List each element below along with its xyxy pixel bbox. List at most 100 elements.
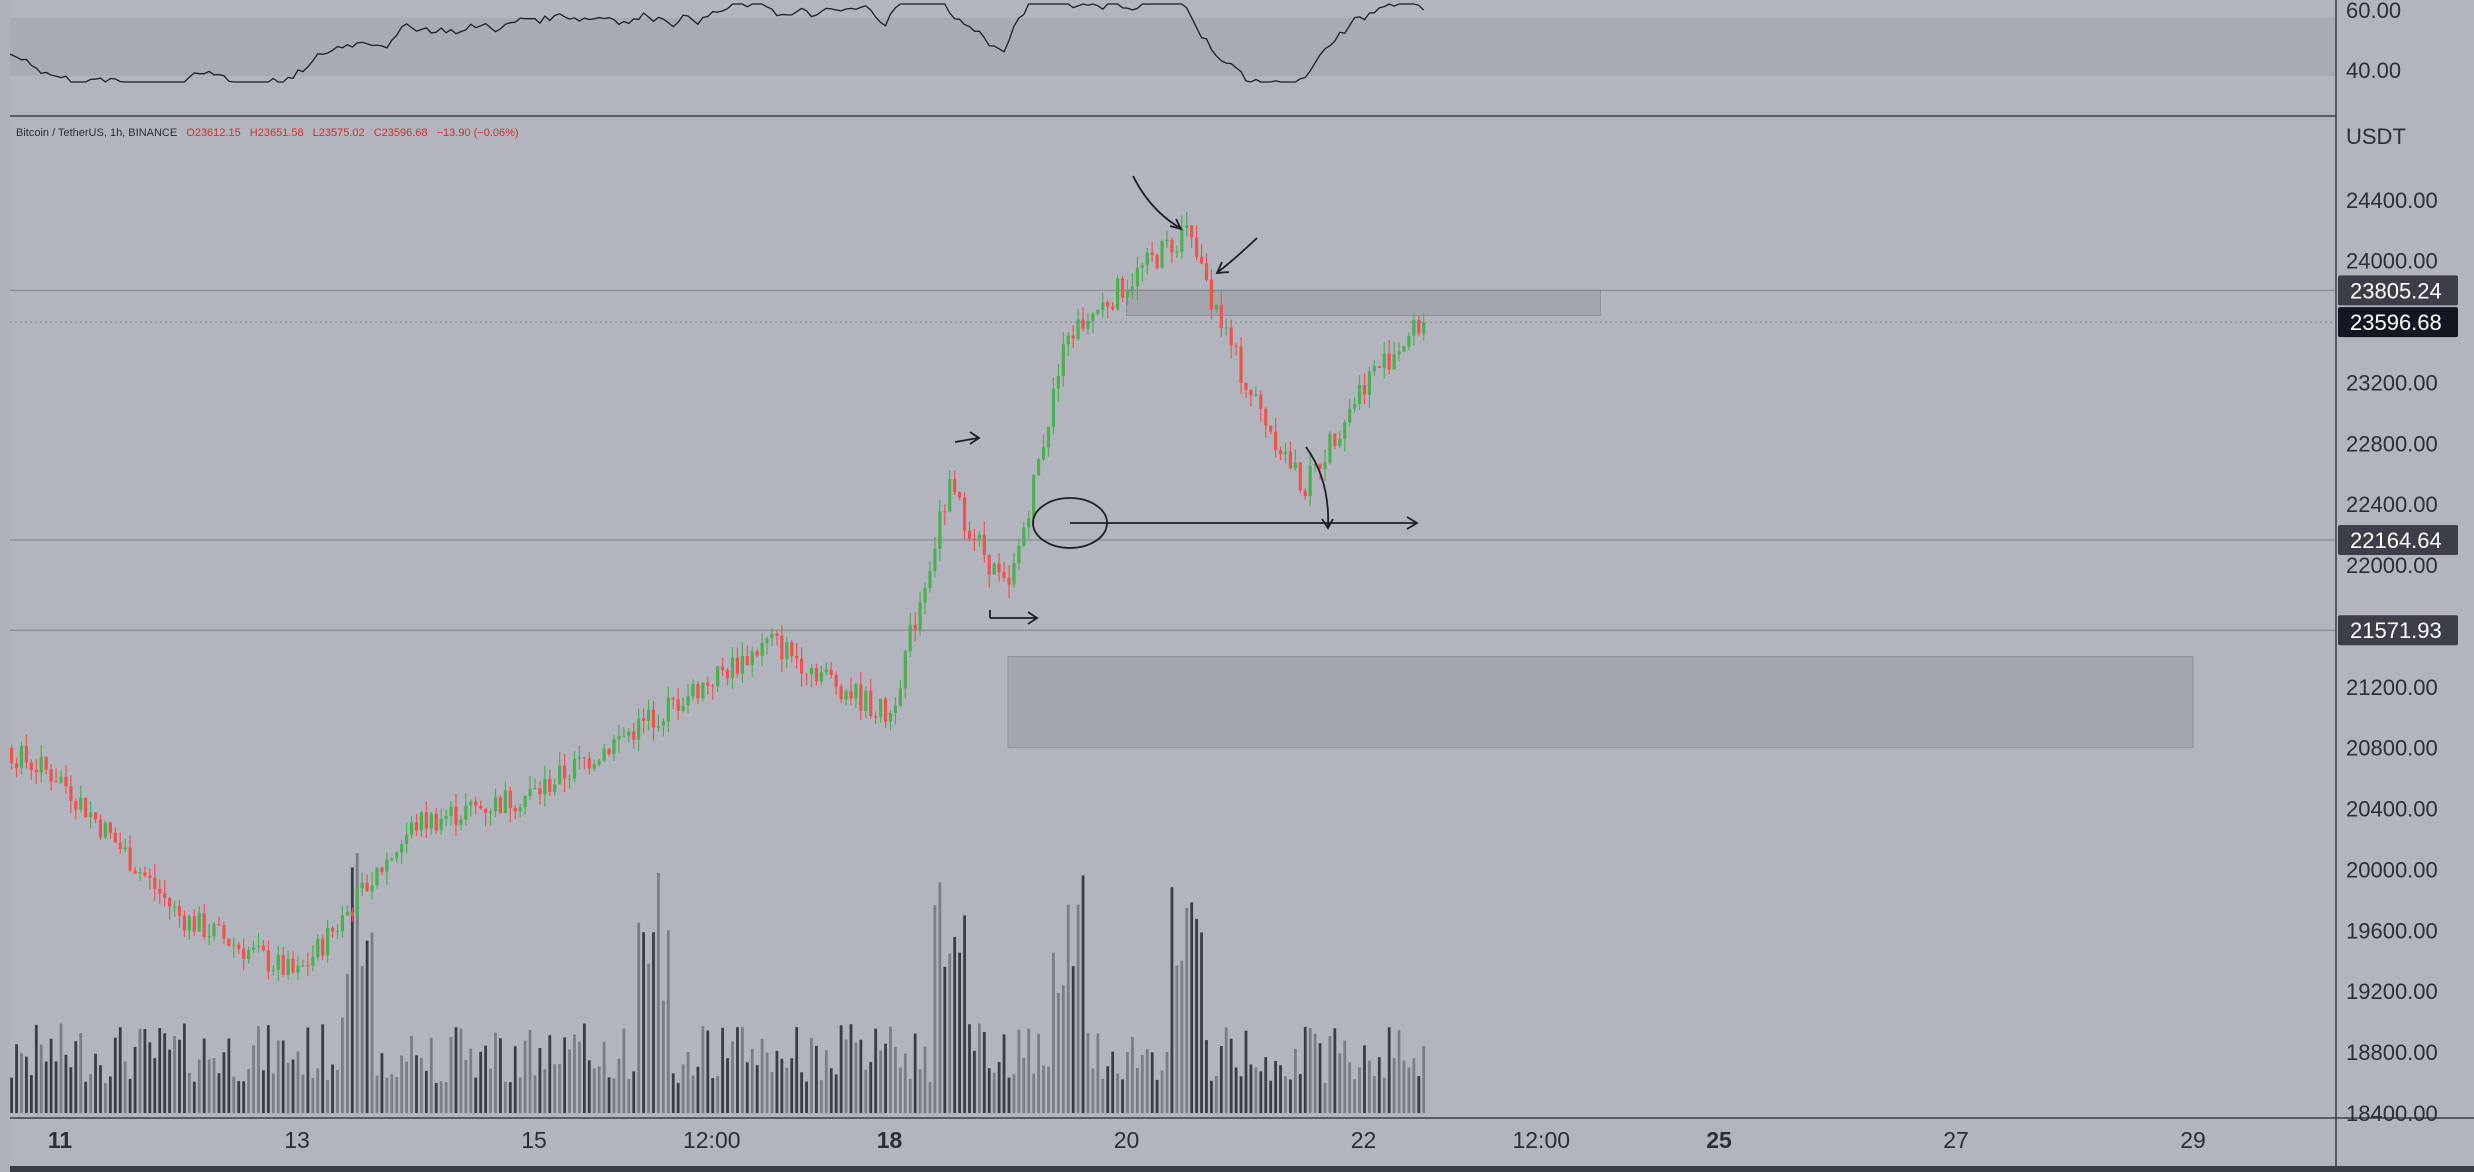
candle-body [563, 765, 567, 779]
volume-bar [1224, 1027, 1228, 1113]
volume-bar [1190, 902, 1194, 1113]
volume-bar [341, 1017, 344, 1113]
volume-bar [592, 1068, 596, 1113]
candle-body [316, 938, 320, 958]
volume-bar [163, 1033, 167, 1113]
candle-body [266, 950, 270, 972]
volume-bar [271, 1073, 275, 1113]
candle-body [1170, 239, 1174, 253]
time-axis[interactable]: 11 13 15 12:00 18 20 22 12:00 25 27 29 [48, 1127, 2206, 1153]
volume-bar [1219, 1046, 1223, 1113]
volume-bar [375, 1075, 379, 1113]
candle-body [330, 928, 335, 932]
volume-bar [291, 1059, 295, 1113]
time-tick-label: 18 [877, 1127, 903, 1153]
rsi-axis[interactable]: 60.00 40.00 [2346, 0, 2401, 83]
candle-body [271, 969, 275, 972]
candle-body [622, 735, 626, 737]
volume-bar [854, 1042, 858, 1113]
volume-bar [1195, 918, 1199, 1113]
volume-bar [350, 867, 354, 1113]
volume-bar [15, 1044, 18, 1113]
candle-body [948, 479, 952, 512]
volume-bar [622, 1028, 626, 1113]
volume-bar [528, 1030, 532, 1113]
volume-bar [1234, 1067, 1238, 1113]
volume-bar [212, 1057, 216, 1113]
candle-body [1180, 228, 1184, 252]
arrow-bounce-head [1321, 518, 1334, 530]
volume-bar [805, 1081, 808, 1113]
volume-bar [533, 1075, 537, 1113]
candle-body [1288, 451, 1293, 469]
volume-bar [750, 1048, 754, 1113]
candle-body [1377, 365, 1381, 368]
candle-body [1313, 464, 1317, 466]
candle-body [286, 958, 290, 976]
volume-bar [523, 1040, 527, 1113]
candle-body [1269, 425, 1273, 432]
candle-body [340, 915, 345, 932]
volume-bar [1274, 1060, 1278, 1113]
candle-body [207, 936, 211, 938]
volume-bar [118, 1027, 122, 1113]
volume-bar [1264, 1057, 1268, 1113]
candle-body [1199, 256, 1204, 264]
candle-body [1397, 351, 1401, 355]
candle-body [642, 718, 646, 721]
price-axis[interactable]: 24400.00 24000.00 23200.00 22800.00 22400.00… [2346, 188, 2438, 1126]
candle-body [513, 808, 517, 812]
candle-body [523, 795, 527, 808]
candle-body [829, 669, 833, 676]
volume-bar [276, 1040, 280, 1113]
candle-body [187, 916, 191, 931]
volume-bar [1298, 1074, 1302, 1113]
time-tick-label: 11 [48, 1127, 73, 1153]
volume-bar [543, 1069, 547, 1113]
candle-body [587, 758, 591, 769]
candle-body [488, 811, 493, 813]
volume-bar [518, 1077, 522, 1113]
candle-body [1111, 306, 1115, 310]
volume-bar [296, 1051, 300, 1113]
candle-body [627, 731, 631, 736]
volume-bar [1372, 1076, 1376, 1113]
volume-bar [469, 1048, 473, 1113]
volume-bar [1313, 1034, 1317, 1113]
candle-body [938, 511, 942, 549]
price-tick-label: 21200.00 [2346, 675, 2438, 700]
candle-body [1051, 388, 1056, 427]
candle-body [972, 538, 977, 540]
candle-body [790, 642, 794, 657]
volume-bar [1293, 1048, 1297, 1113]
candle-body [1041, 447, 1046, 460]
volume-bar [232, 1076, 236, 1113]
volume-bar [721, 1027, 725, 1113]
volume-bar [1135, 1068, 1139, 1113]
candle-body [493, 797, 498, 812]
time-tick-label: 29 [2180, 1127, 2206, 1153]
volume-bar [123, 1061, 127, 1113]
candle-body [1412, 319, 1416, 336]
volume-bar [652, 932, 655, 1113]
candle-body [1353, 403, 1357, 409]
volume-bar [1165, 1052, 1169, 1113]
candle-body [967, 530, 972, 539]
candle-body [1160, 241, 1164, 268]
price-tick-label: 20800.00 [2346, 736, 2438, 761]
volume-bar [819, 1080, 823, 1113]
candle-body [1392, 354, 1396, 370]
candle-body [212, 924, 216, 937]
volume-bar [1328, 1036, 1332, 1113]
candle-body [908, 624, 912, 652]
candle-body [49, 769, 53, 782]
candle-body [192, 916, 196, 932]
candle-body [666, 697, 670, 722]
volume-bar [696, 1066, 700, 1113]
volume-bar [1229, 1038, 1233, 1113]
volume-bar [666, 930, 670, 1113]
volume-bar [1239, 1076, 1243, 1113]
candle-body [59, 776, 63, 783]
candle-body [913, 624, 917, 630]
